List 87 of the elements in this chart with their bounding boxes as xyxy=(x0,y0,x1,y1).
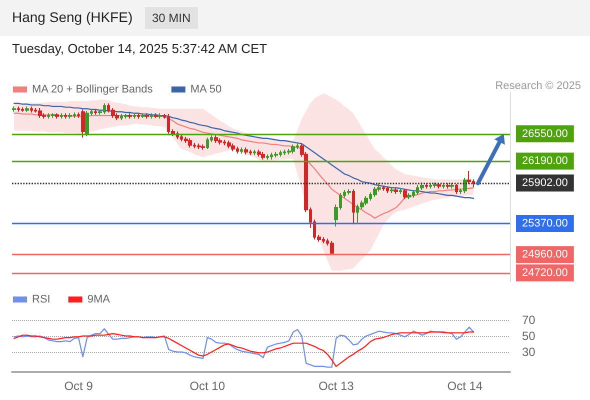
candlestick xyxy=(158,112,162,120)
candlestick xyxy=(257,149,261,158)
candlestick xyxy=(201,144,205,150)
candlestick xyxy=(188,138,192,148)
x-tick-label: Oct 9 xyxy=(64,379,94,393)
candlestick xyxy=(128,112,132,120)
legend-label: RSI xyxy=(32,294,50,306)
y-tick-label: 70 xyxy=(522,313,536,327)
candlestick xyxy=(330,240,334,256)
candlestick xyxy=(218,138,222,145)
line-series xyxy=(14,112,474,219)
candlestick xyxy=(382,184,385,192)
x-tick-label: Oct 10 xyxy=(190,379,226,393)
candlestick xyxy=(373,186,377,198)
candlestick xyxy=(253,149,256,156)
x-tick-label: Oct 13 xyxy=(318,379,354,393)
x-tick-label: Oct 14 xyxy=(447,379,483,393)
candlestick xyxy=(407,192,411,200)
y-tick-label: 25370.00 xyxy=(522,217,568,230)
candlestick xyxy=(455,183,458,194)
candlestick xyxy=(94,108,97,116)
candlestick xyxy=(111,107,115,118)
candlestick xyxy=(154,112,158,118)
candlestick xyxy=(81,108,85,138)
candlestick xyxy=(214,134,218,144)
candlestick xyxy=(25,106,29,112)
candlestick xyxy=(403,188,407,200)
candlestick xyxy=(420,182,424,191)
candlestick xyxy=(437,182,441,190)
candlestick xyxy=(352,188,355,225)
candlestick xyxy=(266,154,269,160)
candlestick xyxy=(386,186,389,194)
candlestick xyxy=(394,187,398,194)
candlestick xyxy=(137,112,140,120)
candlestick xyxy=(17,106,20,112)
candlestick xyxy=(38,107,42,118)
y-tick-label: 25902.00 xyxy=(522,177,568,190)
candlestick xyxy=(442,182,445,190)
candlestick xyxy=(68,112,72,120)
candlestick xyxy=(287,148,291,155)
y-tick-label: 24720.00 xyxy=(522,266,568,279)
candlestick xyxy=(184,136,188,144)
candlestick xyxy=(433,182,437,188)
candlestick xyxy=(240,146,243,154)
candlestick xyxy=(463,177,467,194)
y-tick-label: 50 xyxy=(522,329,536,343)
line-series xyxy=(14,102,474,199)
legend-label: MA 20 + Bollinger Bands xyxy=(32,84,154,96)
candlestick xyxy=(55,112,59,120)
legend-label: 9MA xyxy=(87,294,111,306)
candlestick xyxy=(244,146,248,155)
candlestick xyxy=(261,152,265,160)
legend-label: MA 50 xyxy=(190,84,222,96)
candlestick xyxy=(30,106,33,114)
candlestick xyxy=(145,112,149,120)
candlestick xyxy=(12,106,16,112)
candlestick xyxy=(467,170,471,184)
candlestick xyxy=(425,182,428,190)
text: 30 MIN xyxy=(145,7,198,29)
candlestick xyxy=(206,137,209,150)
y-tick-label: 24960.00 xyxy=(522,248,568,261)
candlestick xyxy=(291,144,295,154)
candlestick xyxy=(231,143,235,152)
y-tick-label: 30 xyxy=(522,345,536,359)
candlestick xyxy=(347,188,351,196)
candlestick xyxy=(450,182,454,190)
text: Research © 2025 xyxy=(495,80,581,92)
y-tick-label: 26550.00 xyxy=(522,128,568,140)
candlestick xyxy=(150,112,153,120)
candlestick xyxy=(60,112,63,120)
candlestick xyxy=(64,112,67,120)
candlestick xyxy=(21,106,24,112)
candlestick xyxy=(364,196,368,206)
candlestick xyxy=(446,182,450,190)
candlestick xyxy=(141,112,145,118)
candlestick xyxy=(133,112,136,120)
candlestick xyxy=(51,112,55,118)
candlestick xyxy=(124,114,128,120)
chart-subtitle: Tuesday, October 14, 2025 5:37:42 AM CET xyxy=(12,41,268,56)
candlestick xyxy=(390,187,394,194)
candlestick xyxy=(399,188,402,194)
candlestick xyxy=(274,152,278,158)
y-tick-label: 26190.00 xyxy=(522,155,568,168)
chart-title: Hang Seng (HKFE) xyxy=(12,9,133,25)
candlestick xyxy=(227,140,231,149)
candlestick xyxy=(197,143,201,150)
candlestick xyxy=(85,110,89,137)
